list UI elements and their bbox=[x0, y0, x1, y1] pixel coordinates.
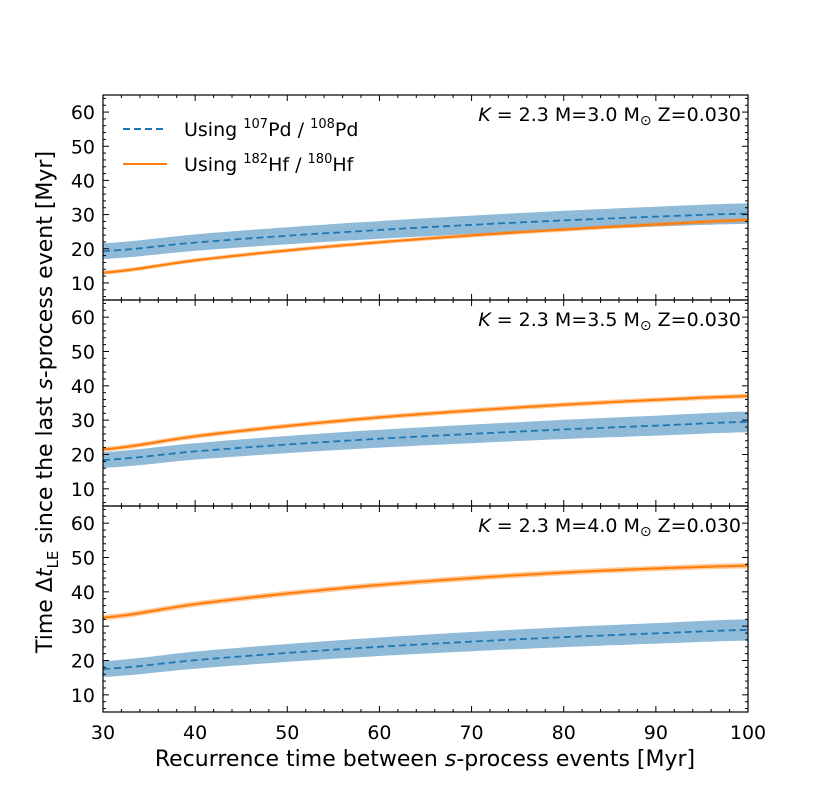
x-axis-label-italic: s bbox=[445, 747, 456, 772]
panel-1-ytick-label: 50 bbox=[71, 136, 95, 158]
panel-3-ytick-label: 40 bbox=[71, 582, 95, 604]
panel-2-ytick-label: 40 bbox=[71, 376, 95, 398]
legend-label-pd-sup1: 107 bbox=[243, 117, 268, 132]
panel-2: 10 20 30 40 50 60 K = 2.3 M=3.5 M⊙ Z=0.030 bbox=[71, 299, 749, 507]
panel-1-annotation-mass: M=3.0 M bbox=[549, 104, 640, 126]
xtick-label: 70 bbox=[459, 722, 483, 744]
panel-1-annotation-k_label: K bbox=[478, 104, 492, 126]
panel-1-annotation-k_value: = 2.3 bbox=[491, 104, 549, 126]
panel-3-annotation-k_label: K bbox=[478, 515, 492, 537]
legend-label-pd-sup2: 108 bbox=[310, 117, 335, 132]
panel-2-ytick-label: 30 bbox=[71, 410, 95, 432]
legend-label-hf-sup2: 180 bbox=[308, 152, 333, 167]
panel-2-annotation-sun: ⊙ bbox=[640, 318, 652, 334]
panel-2-annotation: K = 2.3 M=3.5 M⊙ Z=0.030 bbox=[478, 309, 741, 334]
panel-3-ytick-label: 30 bbox=[71, 616, 95, 638]
panel-1-ytick-label: 10 bbox=[71, 273, 95, 295]
panel-1-annotation-metal: Z=0.030 bbox=[652, 104, 741, 126]
panel-2-annotation-k_value: = 2.3 bbox=[491, 309, 549, 331]
legend-label-hf: Using 182Hf / 180Hf bbox=[184, 152, 355, 176]
legend-label-pd-el2: Pd bbox=[335, 119, 359, 141]
panel-1-annotation-sun: ⊙ bbox=[640, 113, 652, 129]
panel-3-ytick-label: 50 bbox=[71, 548, 95, 570]
panel-2-ytick-label: 50 bbox=[71, 342, 95, 364]
panel-3-frame bbox=[102, 505, 749, 713]
legend-label-hf-el1: Hf / bbox=[268, 154, 307, 176]
xtick-label: 50 bbox=[275, 722, 299, 744]
xtick-label: 60 bbox=[367, 722, 391, 744]
legend-label-hf-prefix: Using bbox=[184, 154, 243, 176]
panel-1-plot-area bbox=[103, 203, 748, 275]
panel-3-annotation-k_value: = 2.3 bbox=[491, 515, 549, 537]
panel-1-ytick-label: 30 bbox=[71, 205, 95, 227]
xtick-label: 40 bbox=[183, 722, 207, 744]
panel-3-plot-area bbox=[103, 563, 748, 677]
panel-3-ytick-label: 20 bbox=[71, 651, 95, 673]
panel-3: 10 20 30 40 50 60 K = 2.3 M=4.0 M⊙ Z=0.030 bbox=[71, 505, 749, 713]
panel-3-band-hf bbox=[103, 563, 748, 621]
x-axis-label-prefix: Recurrence time between bbox=[155, 747, 445, 772]
legend: Using 107Pd / 108Pd Using 182Hf / 180Hf bbox=[123, 117, 358, 176]
panel-3-annotation-sun: ⊙ bbox=[640, 524, 652, 540]
x-axis-label-suffix: -process events [Myr] bbox=[456, 747, 695, 772]
panel-2-annotation-k_label: K bbox=[478, 309, 492, 331]
panel-1-annotation: K = 2.3 M=3.0 M⊙ Z=0.030 bbox=[478, 104, 741, 129]
panel-2-line-hf bbox=[103, 395, 748, 451]
xtick-label: 100 bbox=[730, 722, 766, 744]
y-axis-label-subscript: LE bbox=[44, 551, 62, 569]
panel-1: 10 20 30 40 50 60 K = 2.3 M=3.0 M⊙ Z=0.030 bbox=[71, 94, 749, 301]
panel-2-ytick-label: 10 bbox=[71, 479, 95, 501]
legend-label-pd-prefix: Using bbox=[184, 119, 243, 141]
y-axis-label: Time ΔtLE since the last s-process event… bbox=[33, 151, 62, 654]
panel-2-plot-area bbox=[103, 393, 748, 468]
panel-2-band-pd bbox=[103, 411, 748, 468]
panel-2-annotation-metal: Z=0.030 bbox=[652, 309, 741, 331]
panel-3-line-pd bbox=[103, 629, 748, 670]
legend-label-hf-sup1: 182 bbox=[243, 152, 268, 167]
y-axis-label-italic2: s bbox=[33, 378, 58, 389]
legend-label-pd: Using 107Pd / 108Pd bbox=[184, 117, 358, 141]
panel-2-line-pd bbox=[103, 421, 748, 461]
panel-2-annotation-mass: M=3.5 M bbox=[549, 309, 640, 331]
panel-1-line-hf bbox=[103, 219, 748, 274]
panel-1-band-pd bbox=[103, 203, 748, 259]
panel-1-ytick-label: 20 bbox=[71, 239, 95, 261]
y-axis-label-italic: t bbox=[33, 567, 58, 577]
legend-label-pd-el1: Pd / bbox=[268, 119, 310, 141]
legend-label-hf-el2: Hf bbox=[332, 154, 354, 176]
panel-1-line-pd bbox=[103, 212, 748, 252]
xtick-label: 30 bbox=[91, 722, 115, 744]
panel-3-annotation-metal: Z=0.030 bbox=[652, 515, 741, 537]
panel-3-ytick-label: 60 bbox=[71, 513, 95, 535]
panel-3-annotation: K = 2.3 M=4.0 M⊙ Z=0.030 bbox=[478, 515, 741, 540]
x-axis-label: Recurrence time between s-process events… bbox=[155, 747, 695, 772]
panel-3-band-pd bbox=[103, 619, 748, 677]
y-axis-label-suffix2: -process event [Myr] bbox=[33, 151, 58, 378]
y-axis-label-suffix: since the last bbox=[33, 390, 58, 551]
y-axis-label-prefix: Time Δ bbox=[33, 577, 58, 654]
panel-1-ytick-label: 40 bbox=[71, 170, 95, 192]
xtick-label: 80 bbox=[552, 722, 576, 744]
xtick-label: 90 bbox=[644, 722, 668, 744]
panel-1-ytick-label: 60 bbox=[71, 102, 95, 124]
panel-3-line-hf bbox=[103, 564, 748, 619]
panel-2-ytick-label: 20 bbox=[71, 445, 95, 467]
panel-3-ytick-label: 10 bbox=[71, 685, 95, 707]
panel-2-ytick-label: 60 bbox=[71, 307, 95, 329]
panel-3-annotation-mass: M=4.0 M bbox=[549, 515, 640, 537]
